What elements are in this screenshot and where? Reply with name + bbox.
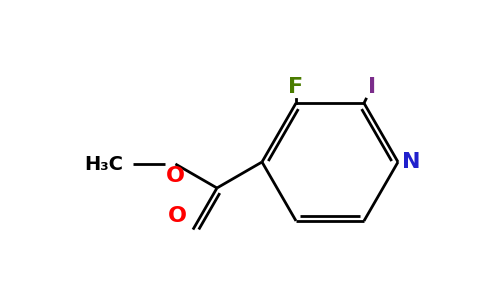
- Text: O: O: [166, 166, 185, 186]
- Text: F: F: [288, 77, 303, 97]
- Text: I: I: [368, 77, 376, 97]
- Text: N: N: [402, 152, 421, 172]
- Text: H₃C: H₃C: [84, 154, 123, 173]
- Text: O: O: [168, 206, 187, 226]
